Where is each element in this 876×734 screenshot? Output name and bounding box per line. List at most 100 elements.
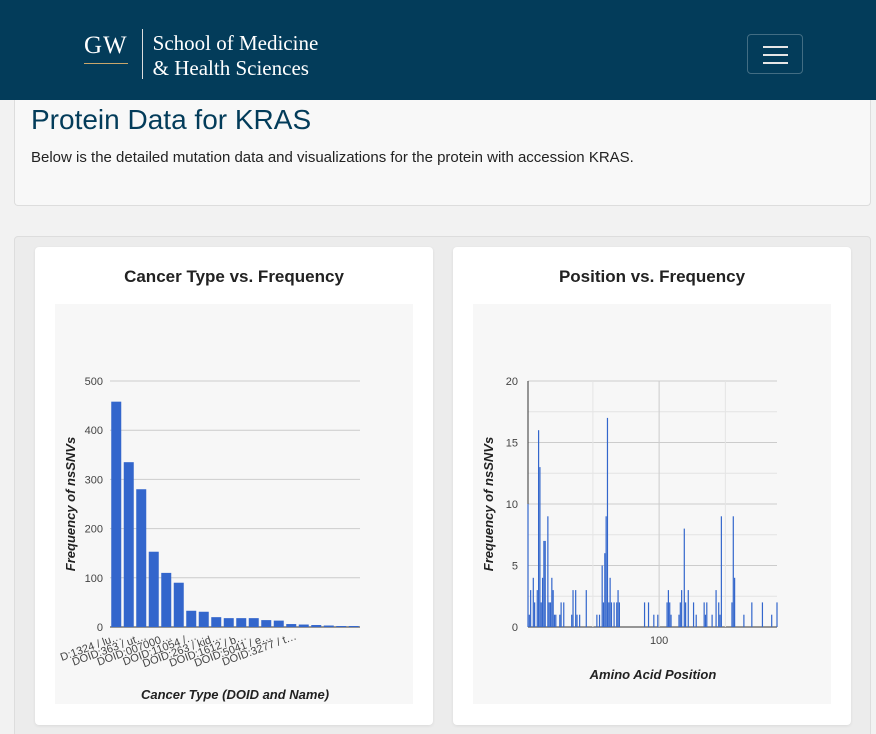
charts-section: Cancer Type vs. Frequency 0 100 200 300 400 5… xyxy=(14,236,871,734)
bar xyxy=(618,602,620,627)
bar xyxy=(560,602,562,627)
bar xyxy=(732,516,734,627)
bar xyxy=(298,624,309,627)
bar xyxy=(551,577,553,627)
bar xyxy=(761,602,764,627)
y-tick-label: 400 xyxy=(85,425,103,437)
bar xyxy=(575,590,577,627)
bar xyxy=(541,577,544,627)
bar xyxy=(348,626,359,627)
y-tick-label: 500 xyxy=(85,376,103,388)
y-axis-title: Frequency of nsSNVs xyxy=(63,437,78,571)
bar xyxy=(596,614,598,627)
position-chart-area[interactable]: 0 5 10 15 20 100 Amino Acid Position Frequency … xyxy=(473,304,831,704)
y-tick-label: 200 xyxy=(85,524,103,536)
bar xyxy=(771,614,773,627)
bar xyxy=(136,489,147,627)
bar xyxy=(643,602,646,627)
bar xyxy=(539,467,541,627)
bar xyxy=(720,516,722,627)
y-tick-label: 20 xyxy=(506,376,518,388)
chart-title: Cancer Type vs. Frequency xyxy=(124,267,344,286)
x-axis-title: Amino Acid Position xyxy=(589,667,717,682)
logo-text: School of Medicine & Health Sciences xyxy=(153,31,319,81)
bar xyxy=(678,614,680,627)
y-tick-label: 0 xyxy=(512,622,518,634)
menu-toggle-button[interactable] xyxy=(747,34,803,74)
bar xyxy=(715,590,717,627)
x-tick-label: 100 xyxy=(650,635,668,647)
bar xyxy=(598,614,601,627)
bar xyxy=(555,614,557,627)
bar xyxy=(544,540,546,627)
bar xyxy=(559,614,561,627)
bar xyxy=(706,602,708,627)
bar xyxy=(657,614,659,627)
bar xyxy=(261,620,272,627)
bar xyxy=(323,625,334,627)
page-description: Below is the detailed mutation data and … xyxy=(31,149,634,166)
bar xyxy=(670,614,672,627)
bar xyxy=(553,614,556,627)
bar xyxy=(731,602,733,627)
bar xyxy=(585,590,587,627)
bar xyxy=(552,590,554,627)
bar xyxy=(734,577,736,627)
bar xyxy=(111,401,122,627)
bar xyxy=(616,602,618,627)
bar xyxy=(743,614,745,627)
bar xyxy=(532,577,534,627)
bar xyxy=(681,590,683,627)
bar xyxy=(273,620,284,627)
bar xyxy=(579,614,581,627)
y-tick-label: 5 xyxy=(512,561,518,573)
bar xyxy=(602,602,605,627)
bar xyxy=(123,462,134,627)
bar xyxy=(704,614,707,627)
bar xyxy=(613,602,615,627)
bar xyxy=(669,602,671,627)
bar xyxy=(148,551,159,627)
protein-header-card: Protein Data for KRAS Below is the detai… xyxy=(14,100,871,206)
site-navbar: GW School of Medicine & Health Sciences xyxy=(0,0,876,100)
cancer-type-chart-card: Cancer Type vs. Frequency 0 100 200 300 400 5… xyxy=(35,247,433,725)
x-axis-title: Cancer Type (DOID and Name) xyxy=(141,687,329,702)
bar xyxy=(527,504,529,627)
bar xyxy=(311,625,322,627)
bar xyxy=(537,430,540,627)
y-tick-label: 0 xyxy=(97,622,103,634)
bar xyxy=(703,602,705,627)
bar xyxy=(601,565,603,627)
bar xyxy=(667,590,669,627)
y-tick-label: 15 xyxy=(506,438,518,450)
bar xyxy=(692,602,695,627)
position-chart-card: Position vs. Frequency 0 5 10 15 20 100 Amino … xyxy=(453,247,851,725)
bar xyxy=(605,516,607,627)
bar xyxy=(653,614,655,627)
y-axis-title: Frequency of nsSNVs xyxy=(481,437,496,571)
bar xyxy=(548,602,550,627)
y-tick-label: 300 xyxy=(85,474,103,486)
bar xyxy=(572,590,574,627)
y-tick-label: 10 xyxy=(506,499,518,511)
bar xyxy=(540,602,542,627)
bar xyxy=(685,602,687,627)
bar xyxy=(751,602,753,627)
bar xyxy=(719,614,721,627)
bar xyxy=(604,553,606,627)
logo-mark: GW xyxy=(84,31,128,64)
position-chart[interactable]: 0 5 10 15 20 100 Amino Acid Position Frequency … xyxy=(473,304,831,704)
bar xyxy=(336,626,347,627)
bar xyxy=(711,614,713,627)
bar xyxy=(687,590,689,627)
gw-logo[interactable]: GW School of Medicine & Health Sciences xyxy=(84,29,319,81)
logo-line-1: School of Medicine xyxy=(152,31,319,55)
bar xyxy=(236,618,247,627)
cancer-type-chart-area[interactable]: 0 100 200 300 400 500 D:1324 / lu… DOID:363 / u… xyxy=(55,304,413,704)
logo-line-2: & Health Sciences xyxy=(152,56,309,80)
bar xyxy=(606,417,609,627)
bar xyxy=(223,618,234,627)
bar xyxy=(534,602,536,627)
bar xyxy=(617,590,619,627)
